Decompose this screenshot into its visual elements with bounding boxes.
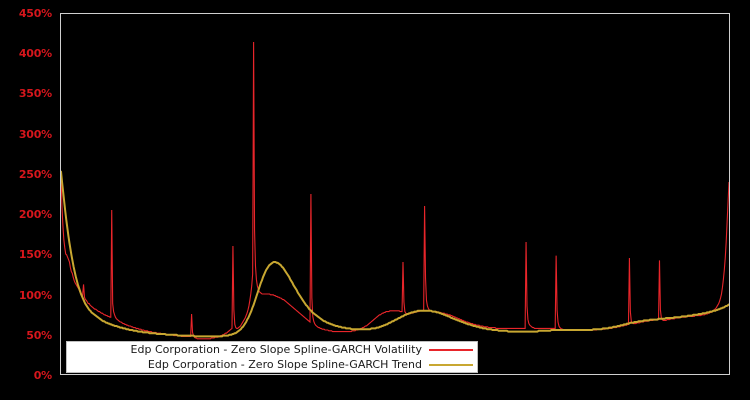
legend-label-volatility: Edp Corporation - Zero Slope Spline-GARC… — [130, 343, 422, 356]
series-canvas — [61, 41, 729, 340]
y-axis-tick-150: 150% — [18, 248, 52, 262]
legend-item-volatility[interactable]: Edp Corporation - Zero Slope Spline-GARC… — [67, 342, 477, 357]
legend-swatch-volatility — [429, 348, 473, 351]
y-axis-tick-250: 250% — [18, 167, 52, 181]
trend-line — [61, 170, 729, 338]
y-axis-tick-0: 0% — [33, 369, 52, 382]
y-axis-tick-200: 200% — [18, 208, 52, 222]
legend-label-trend: Edp Corporation - Zero Slope Spline-GARC… — [147, 358, 422, 371]
y-axis-tick-350: 350% — [18, 87, 52, 101]
y-axis-tick-50: 50% — [26, 328, 52, 342]
y-axis-tick-300: 300% — [18, 127, 52, 141]
chart-legend[interactable]: Edp Corporation - Zero Slope Spline-GARC… — [66, 341, 478, 373]
y-axis-tick-100: 100% — [18, 288, 52, 302]
legend-swatch-trend — [429, 363, 473, 366]
y-axis-tick-400: 400% — [18, 47, 52, 61]
legend-item-trend[interactable]: Edp Corporation - Zero Slope Spline-GARC… — [67, 357, 477, 372]
y-axis-tick-450: 450% — [18, 7, 52, 20]
volatility-line — [61, 41, 729, 340]
plot-area — [60, 13, 730, 375]
